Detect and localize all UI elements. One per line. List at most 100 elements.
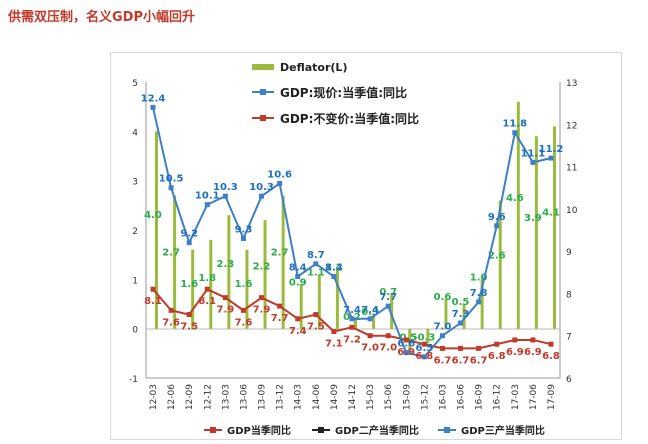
x-tick-label: 17-06 — [529, 384, 539, 410]
nominal-gdp-point — [494, 223, 500, 229]
nominal-gdp-value-label: 7.3 — [452, 309, 470, 320]
nominal-gdp-value-label: 10.1 — [195, 191, 220, 202]
deflator-bar — [354, 318, 357, 329]
left-tick-label: -1 — [129, 375, 138, 385]
nominal-gdp-point — [277, 180, 283, 186]
nominal-gdp-value-label: 10.6 — [267, 169, 292, 180]
x-tick-label: 16-09 — [475, 384, 485, 410]
real-gdp-value-label: 7.9 — [253, 305, 271, 316]
deflator-bar — [155, 131, 158, 329]
deflator-value-label: 1.1 — [307, 267, 325, 278]
x-tick-label: 17-03 — [511, 384, 521, 410]
left-tick-label: 2 — [132, 227, 138, 237]
nominal-gdp-value-label: 12.4 — [141, 93, 166, 104]
nominal-gdp-value-label: 11.2 — [539, 144, 564, 155]
legend-bottom-3-label: GDP三产当季同比 — [461, 424, 545, 437]
right-tick-label: 12 — [566, 121, 577, 131]
deflator-value-label: 4.1 — [542, 207, 560, 218]
real-gdp-value-label: 7.5 — [180, 322, 198, 333]
nominal-gdp-point — [385, 303, 391, 309]
legend-nominal-label: GDP:现价:当季值:同比 — [280, 85, 407, 100]
deflator-bar — [516, 101, 520, 329]
deflator-value-label: 2.2 — [253, 262, 271, 273]
deflator-value-label: 1.0 — [470, 272, 488, 283]
real-gdp-value-label: 6.8 — [542, 351, 560, 362]
real-gdp-point — [530, 337, 536, 343]
nominal-gdp-value-label: 9.3 — [235, 224, 253, 235]
nominal-gdp-point — [548, 155, 554, 161]
x-tick-label: 16-03 — [438, 384, 448, 410]
real-gdp-point — [150, 286, 156, 292]
deflator-bar — [299, 284, 303, 329]
real-gdp-point — [349, 324, 355, 330]
deflator-value-label: 0.6 — [434, 292, 452, 303]
real-gdp-point — [512, 337, 518, 343]
real-gdp-point — [494, 341, 500, 347]
x-tick-label: 14-12 — [348, 384, 358, 410]
right-tick-label: 10 — [566, 206, 578, 216]
nominal-gdp-point — [403, 350, 409, 356]
x-tick-label: 12-12 — [203, 384, 213, 410]
x-tick-label: 16-06 — [457, 384, 467, 410]
nominal-gdp-value-label: 7.4 — [343, 305, 361, 316]
deflator-bar — [444, 299, 448, 329]
left-tick-label: 3 — [132, 178, 138, 188]
nominal-gdp-point — [313, 261, 319, 267]
real-gdp-value-label: 6.7 — [470, 355, 488, 366]
right-tick-label: 7 — [566, 333, 572, 343]
nominal-gdp-value-label: 7.4 — [361, 305, 379, 316]
real-gdp-value-label: 8.1 — [198, 296, 216, 307]
left-tick-label: 0 — [132, 326, 138, 336]
real-gdp-value-label: 6.8 — [416, 351, 434, 362]
x-tick-label: 15-03 — [366, 384, 376, 410]
deflator-value-label: 4.0 — [144, 210, 162, 221]
nominal-gdp-point — [204, 202, 210, 208]
real-gdp-point — [222, 295, 228, 301]
nominal-gdp-value-label: 11.1 — [521, 148, 546, 159]
deflator-bar — [173, 195, 177, 329]
nominal-gdp-point — [222, 193, 228, 199]
nominal-gdp-value-label: 7.7 — [379, 292, 397, 303]
deflator-value-label: 2.6 — [488, 250, 506, 261]
deflator-value-label: 1.6 — [180, 279, 198, 290]
real-gdp-value-label: 7.4 — [289, 326, 307, 337]
nominal-gdp-point — [259, 193, 265, 199]
deflator-value-label: 2.7 — [271, 247, 289, 258]
real-gdp-point — [367, 333, 373, 339]
nominal-gdp-point — [240, 235, 246, 241]
real-gdp-point — [277, 303, 283, 309]
nominal-gdp-point — [168, 185, 174, 191]
x-tick-label: 13-12 — [276, 384, 286, 410]
real-gdp-value-label: 6.9 — [397, 347, 415, 358]
deflator-bar — [227, 215, 231, 329]
x-tick-label: 16-12 — [493, 384, 503, 410]
legend-top: Deflator(L) GDP:现价:当季值:同比 GDP:不变价:当季值:同比 — [252, 61, 419, 126]
nominal-gdp-value-label: 11.8 — [502, 119, 527, 130]
nominal-gdp-value-label: 8.4 — [289, 263, 307, 274]
legend-real-label: GDP:不变价:当季值:同比 — [280, 111, 419, 126]
real-gdp-value-label: 7.7 — [271, 313, 289, 324]
deflator-value-label: 4.6 — [506, 193, 524, 204]
legend-bottom-1-label: GDP当季同比 — [227, 424, 291, 437]
deflator-bar — [426, 328, 430, 344]
legend-deflator-swatch — [252, 64, 274, 70]
x-tick-label: 15-12 — [420, 384, 430, 410]
nominal-gdp-value-label: 8.4 — [325, 263, 343, 274]
x-tick-label: 15-06 — [384, 384, 394, 410]
deflator-bar — [335, 269, 339, 329]
real-gdp-point — [313, 312, 319, 318]
x-tick-label: 12-09 — [185, 384, 195, 410]
deflator-bar — [281, 195, 285, 329]
deflator-bar — [553, 126, 556, 329]
nominal-gdp-point — [421, 354, 427, 360]
nominal-gdp-point — [186, 240, 192, 246]
real-gdp-point — [259, 295, 265, 301]
legend-real-marker — [260, 115, 266, 121]
nominal-gdp-value-label: 7.0 — [434, 322, 452, 333]
real-gdp-value-label: 7.0 — [379, 343, 397, 354]
left-tick-label: 4 — [132, 128, 138, 138]
real-gdp-point — [476, 345, 482, 351]
legend-nominal-marker — [260, 89, 266, 95]
deflator-value-label: 2.7 — [162, 247, 180, 258]
